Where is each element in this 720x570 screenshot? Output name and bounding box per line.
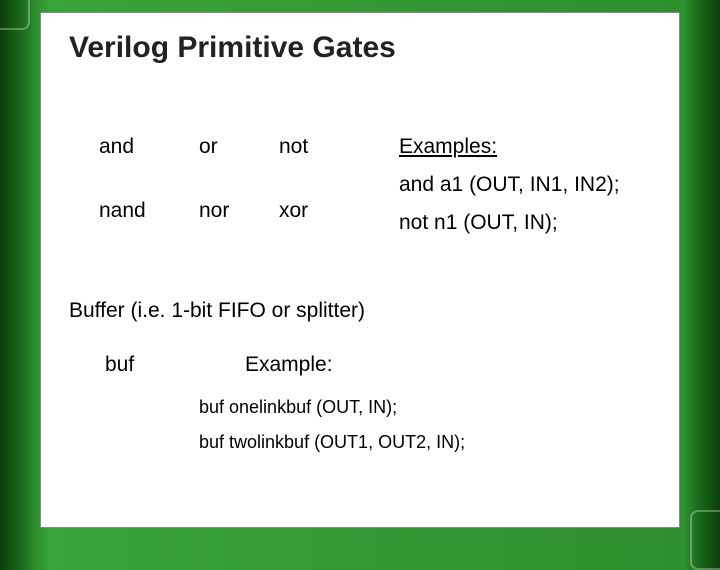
gate-cell: nor xyxy=(199,199,279,223)
slide-panel: Verilog Primitive Gates and or not nand … xyxy=(40,12,680,528)
corner-decoration-br xyxy=(690,510,720,570)
gate-cell: or xyxy=(199,135,279,159)
gate-cell: and xyxy=(99,135,199,159)
gate-cell: nand xyxy=(99,199,199,223)
gate-cell: not xyxy=(279,135,359,159)
gates-section: and or not nand nor xor Examples: and a1… xyxy=(69,135,651,249)
examples-column: Examples: and a1 (OUT, IN1, IN2); not n1… xyxy=(399,135,620,249)
example-line: not n1 (OUT, IN); xyxy=(399,211,620,235)
slide-title: Verilog Primitive Gates xyxy=(69,31,651,65)
example-line: and a1 (OUT, IN1, IN2); xyxy=(399,173,620,197)
buf-label: buf xyxy=(105,353,245,377)
buffer-row: buf Example: xyxy=(105,353,651,377)
gates-table: and or not nand nor xor xyxy=(99,135,359,223)
buf-examples: buf onelinkbuf (OUT, IN); buf twolinkbuf… xyxy=(199,397,651,453)
buf-example-line: buf twolinkbuf (OUT1, OUT2, IN); xyxy=(199,432,651,453)
buffer-description: Buffer (i.e. 1-bit FIFO or splitter) xyxy=(69,299,651,323)
corner-decoration-tl xyxy=(0,0,30,30)
gate-cell: xor xyxy=(279,199,359,223)
buf-example-label: Example: xyxy=(245,353,333,377)
buf-example-line: buf onelinkbuf (OUT, IN); xyxy=(199,397,651,418)
examples-heading: Examples: xyxy=(399,135,620,159)
